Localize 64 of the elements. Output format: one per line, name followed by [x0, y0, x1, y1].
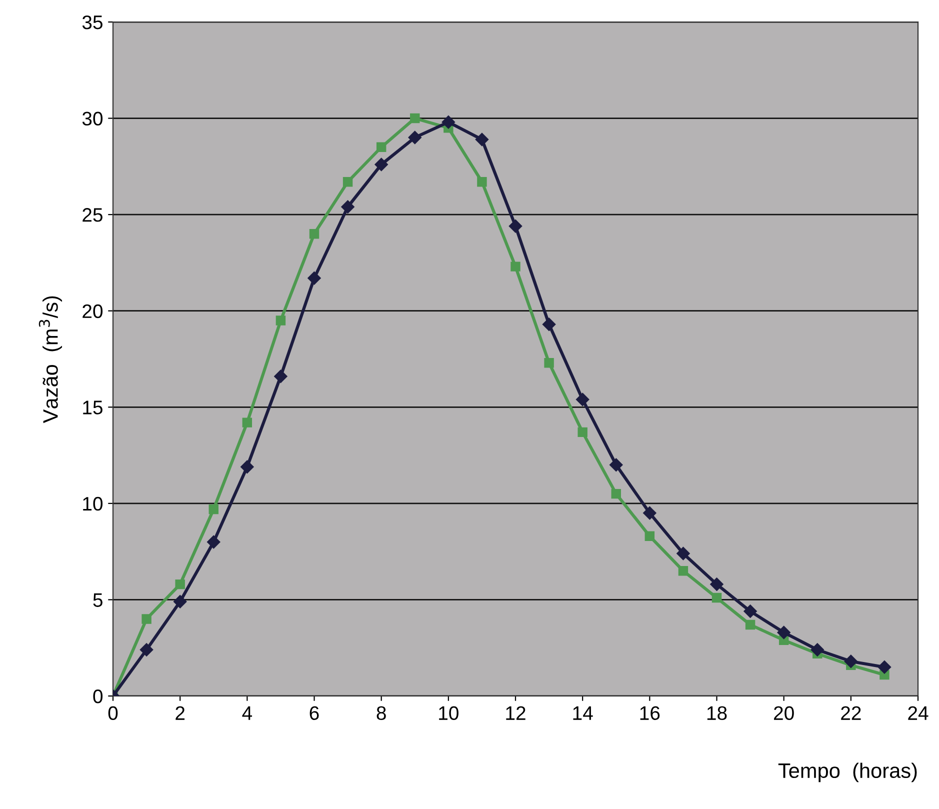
- y-axis-title: Vazão (m$^{3}$/s): [38, 296, 62, 424]
- point: [342, 176, 353, 187]
- y-tick-label: 25: [82, 208, 102, 222]
- point: [777, 626, 790, 640]
- point: [341, 200, 354, 214]
- point: [878, 660, 892, 674]
- point: [610, 458, 623, 472]
- x-tick-label: 20: [774, 706, 794, 720]
- point: [678, 566, 688, 576]
- point: [207, 535, 220, 549]
- x-tick-label: 4: [242, 706, 252, 720]
- point: [173, 595, 187, 608]
- point: [676, 546, 690, 560]
- y-tick-label: 20: [82, 304, 103, 318]
- y-tick-label: 35: [82, 15, 102, 30]
- point: [744, 604, 757, 618]
- point: [710, 578, 724, 591]
- point: [208, 504, 218, 514]
- point: [510, 262, 520, 272]
- x-tick-label: 8: [376, 706, 386, 720]
- point: [611, 488, 621, 499]
- point: [175, 579, 185, 590]
- x-tick-label: 24: [908, 706, 928, 720]
- point: [410, 113, 420, 124]
- point: [140, 643, 154, 656]
- x-tick-label: 12: [506, 706, 526, 720]
- x-axis-title: Tempo (horas): [778, 762, 917, 782]
- y-tick-label: 5: [93, 593, 102, 607]
- y-tick-label: 30: [82, 112, 103, 126]
- point: [240, 460, 254, 474]
- point: [376, 142, 386, 152]
- point: [810, 643, 824, 656]
- x-tick-label: 2: [176, 706, 185, 720]
- point: [643, 506, 656, 520]
- point: [508, 220, 522, 233]
- x-tick-label: 14: [573, 706, 593, 720]
- point: [477, 176, 487, 187]
- point: [475, 132, 489, 146]
- x-tick-label: 10: [439, 706, 458, 720]
- point: [274, 370, 288, 383]
- point: [374, 158, 388, 172]
- point: [242, 418, 252, 428]
- x-tick-label: 18: [707, 706, 727, 720]
- y-tick-label: 0: [93, 689, 103, 704]
- point: [442, 116, 456, 129]
- point: [276, 316, 286, 326]
- point: [578, 427, 588, 438]
- point: [844, 654, 858, 668]
- point: [308, 272, 321, 285]
- x-tick-label: 22: [841, 706, 861, 720]
- point: [544, 358, 554, 368]
- x-tick-label: 6: [310, 706, 319, 720]
- point: [408, 130, 422, 144]
- point: [644, 531, 655, 542]
- point: [309, 228, 320, 239]
- point: [712, 592, 722, 603]
- point: [576, 392, 590, 406]
- y-tick-label: 10: [83, 496, 103, 511]
- y-tick-label: 15: [83, 400, 102, 414]
- point: [142, 614, 152, 624]
- x-tick-label: 0: [108, 706, 118, 720]
- point: [745, 620, 756, 630]
- x-tick-label: 16: [640, 706, 660, 720]
- point: [542, 318, 556, 331]
